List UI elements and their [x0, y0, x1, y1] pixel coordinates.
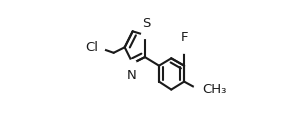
Circle shape	[94, 43, 105, 53]
Circle shape	[194, 84, 204, 95]
Circle shape	[96, 45, 103, 51]
Circle shape	[196, 86, 202, 93]
Text: F: F	[181, 31, 188, 44]
Circle shape	[181, 46, 188, 53]
Circle shape	[129, 60, 136, 67]
Text: Cl: Cl	[85, 41, 98, 54]
Text: N: N	[126, 69, 136, 82]
Circle shape	[142, 32, 148, 38]
Text: S: S	[142, 16, 150, 30]
Text: CH₃: CH₃	[202, 83, 226, 96]
